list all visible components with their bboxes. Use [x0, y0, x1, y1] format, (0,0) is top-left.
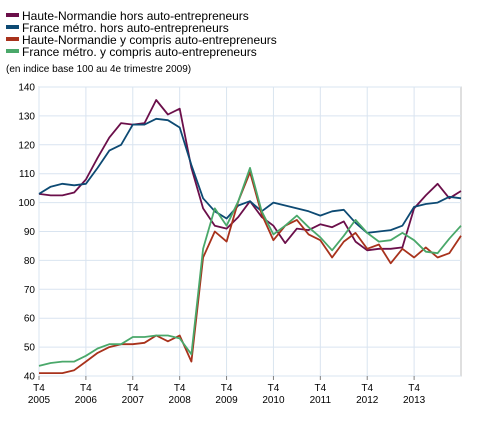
x-tick-label-year: 2011	[310, 395, 332, 406]
series-line-4	[38, 166, 462, 367]
chart-legend: Haute-Normandie hors auto-entrepreneurs …	[6, 10, 277, 58]
legend-swatch	[6, 12, 19, 17]
legend-label: Haute-Normandie y compris auto-entrepren…	[22, 33, 277, 47]
x-tick-label-year: 2013	[403, 395, 426, 406]
legend-item-fr-avec-ae: France métro. y compris auto-entrepreneu…	[6, 46, 277, 58]
x-tick-label-year: 2006	[75, 395, 98, 406]
legend-swatch	[6, 48, 19, 53]
x-tick-label-year: 2009	[215, 395, 238, 406]
x-tick-label-year: 2010	[262, 395, 285, 406]
legend-label: France métro. hors auto-entrepreneurs	[22, 21, 229, 35]
legend-swatch	[6, 24, 19, 29]
x-tick-label-quarter: T4	[174, 383, 186, 394]
y-tick-label: 70	[24, 285, 36, 296]
x-tick-label-year: 2008	[169, 395, 192, 406]
x-tick-label-quarter: T4	[33, 383, 45, 394]
x-tick-label-quarter: T4	[361, 383, 373, 394]
x-tick-label-quarter: T4	[314, 383, 326, 394]
x-tick-label-year: 2012	[356, 395, 379, 406]
y-tick-label: 130	[18, 111, 35, 122]
x-tick-label-year: 2005	[28, 395, 51, 406]
legend-label: Haute-Normandie hors auto-entrepreneurs	[22, 9, 249, 23]
series-line-2	[38, 117, 462, 234]
y-tick-label: 120	[18, 140, 35, 151]
legend-item-fr-hors-ae: France métro. hors auto-entrepreneurs	[6, 22, 277, 34]
y-tick-label: 50	[24, 343, 36, 354]
y-tick-label: 60	[24, 314, 36, 325]
legend-swatch	[6, 36, 19, 41]
x-tick-label-year: 2007	[122, 395, 145, 406]
y-tick-label: 100	[18, 198, 35, 209]
legend-item-hn-avec-ae: Haute-Normandie y compris auto-entrepren…	[6, 34, 277, 46]
x-tick-label-quarter: T4	[127, 383, 139, 394]
x-tick-label-quarter: T4	[268, 383, 280, 394]
x-tick-label-quarter: T4	[221, 383, 233, 394]
chart-subtitle: (en indice base 100 au 4e trimestre 2009…	[6, 64, 192, 75]
y-tick-label: 140	[18, 83, 35, 94]
y-tick-label: 40	[24, 372, 36, 383]
series-line-3	[39, 171, 462, 375]
y-tick-label: 110	[19, 169, 35, 180]
y-tick-label: 90	[24, 227, 36, 238]
legend-label: France métro. y compris auto-entrepreneu…	[22, 45, 257, 59]
legend-item-hn-hors-ae: Haute-Normandie hors auto-entrepreneurs	[6, 10, 277, 22]
x-tick-label-quarter: T4	[80, 383, 92, 394]
x-tick-label-quarter: T4	[408, 383, 420, 394]
y-tick-label: 80	[24, 256, 36, 267]
